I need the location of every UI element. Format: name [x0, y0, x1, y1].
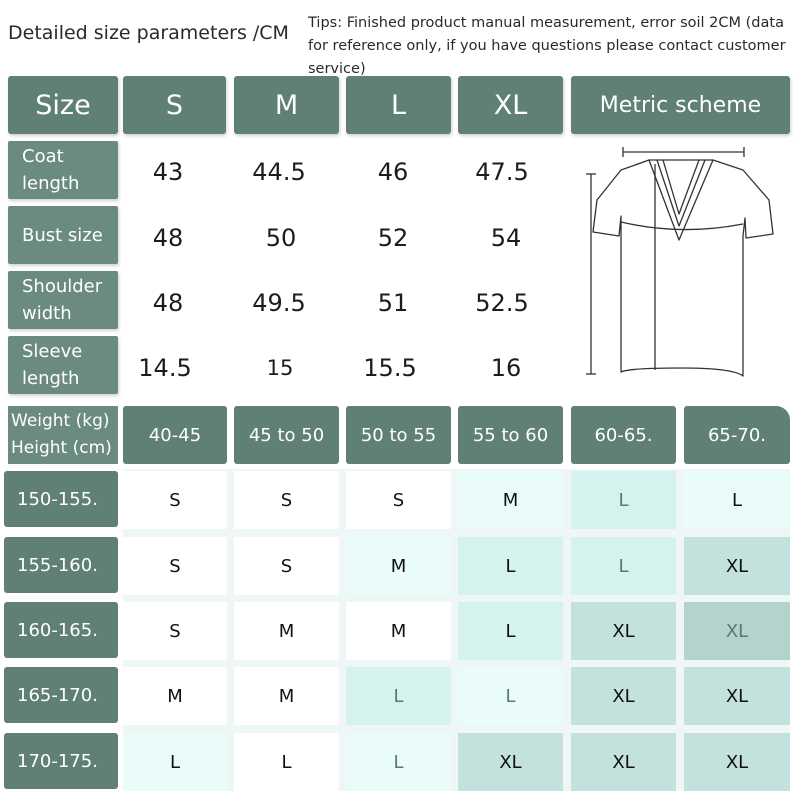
shoulder-width-m: 49.5 — [252, 289, 306, 317]
page-title: Detailed size parameters /CM — [8, 22, 289, 44]
sleeve-length-s: 14.5 — [138, 354, 192, 382]
size-cell: S — [123, 471, 227, 529]
size-cell: L — [123, 733, 227, 791]
weight-height-corner: Weight (kg) Height (cm) — [8, 406, 118, 464]
size-corner-header: Size — [8, 76, 118, 134]
row-label-coat-length: Coat length — [8, 141, 118, 199]
size-cell: XL — [684, 733, 790, 791]
size-cell: S — [346, 471, 451, 529]
size-cell: M — [346, 537, 451, 595]
height-row-160-165: 160-165. — [4, 602, 118, 658]
row-label-sleeve-length: Sleeve length — [8, 336, 118, 394]
bust-size-xl: 54 — [490, 224, 522, 252]
size-cell: M — [234, 602, 339, 660]
sleeve-length-l: 15.5 — [363, 354, 417, 382]
size-cell: S — [123, 537, 227, 595]
shoulder-width-l: 51 — [377, 289, 409, 317]
size-cell: L — [346, 667, 451, 725]
metric-scheme-header: Metric scheme — [571, 76, 790, 134]
height-row-155-160: 155-160. — [4, 537, 118, 593]
sleeve-length-m: 15 — [266, 356, 294, 380]
size-cell: M — [346, 602, 451, 660]
size-cell: M — [234, 667, 339, 725]
shoulder-width-s: 48 — [152, 289, 184, 317]
size-cell: L — [571, 537, 676, 595]
weight-col-45-50: 45 to 50 — [234, 406, 339, 464]
size-cell: XL — [684, 537, 790, 595]
size-cell: L — [458, 667, 563, 725]
bust-size-l: 52 — [377, 224, 409, 252]
bust-size-s: 48 — [152, 224, 184, 252]
row-label-shoulder-width: Shoulder width — [8, 271, 118, 329]
weight-col-40-45: 40-45 — [123, 406, 227, 464]
weight-col-60-65: 60-65. — [571, 406, 676, 464]
size-cell: S — [234, 537, 339, 595]
height-label: Height (cm) — [11, 438, 112, 458]
size-cell: XL — [571, 667, 676, 725]
bust-size-m: 50 — [265, 224, 297, 252]
tips-note: Tips: Finished product manual measuremen… — [308, 15, 786, 77]
size-header-xl: XL — [458, 76, 563, 134]
size-cell: S — [234, 471, 339, 529]
height-row-150-155: 150-155. — [4, 471, 118, 527]
t-shirt-measurement-diagram — [586, 147, 774, 377]
size-cell: M — [458, 471, 563, 529]
size-cell: XL — [458, 733, 563, 791]
size-cell: L — [234, 733, 339, 791]
size-header-l: L — [346, 76, 451, 134]
shoulder-width-xl: 52.5 — [475, 289, 529, 317]
size-header-s: S — [123, 76, 226, 134]
coat-length-m: 44.5 — [252, 158, 306, 186]
weight-label: Weight (kg) — [11, 411, 110, 431]
row-label-bust-size: Bust size — [8, 206, 118, 264]
height-row-170-175: 170-175. — [4, 733, 118, 789]
weight-col-50-55: 50 to 55 — [346, 406, 451, 464]
height-row-165-170: 165-170. — [4, 667, 118, 723]
weight-col-55-60: 55 to 60 — [458, 406, 563, 464]
size-cell: L — [684, 471, 790, 529]
sleeve-length-xl: 16 — [490, 354, 522, 382]
size-cell: XL — [684, 602, 790, 660]
size-cell: L — [346, 733, 451, 791]
size-cell: XL — [571, 602, 676, 660]
size-cell: XL — [684, 667, 790, 725]
size-cell: L — [571, 471, 676, 529]
coat-length-s: 43 — [152, 158, 184, 186]
size-cell: XL — [571, 733, 676, 791]
size-header-m: M — [234, 76, 339, 134]
size-cell: M — [123, 667, 227, 725]
size-cell: S — [123, 602, 227, 660]
size-cell: L — [458, 602, 563, 660]
coat-length-l: 46 — [377, 158, 409, 186]
weight-col-65-70: 65-70. — [684, 406, 790, 464]
size-cell: L — [458, 537, 563, 595]
coat-length-xl: 47.5 — [475, 158, 529, 186]
